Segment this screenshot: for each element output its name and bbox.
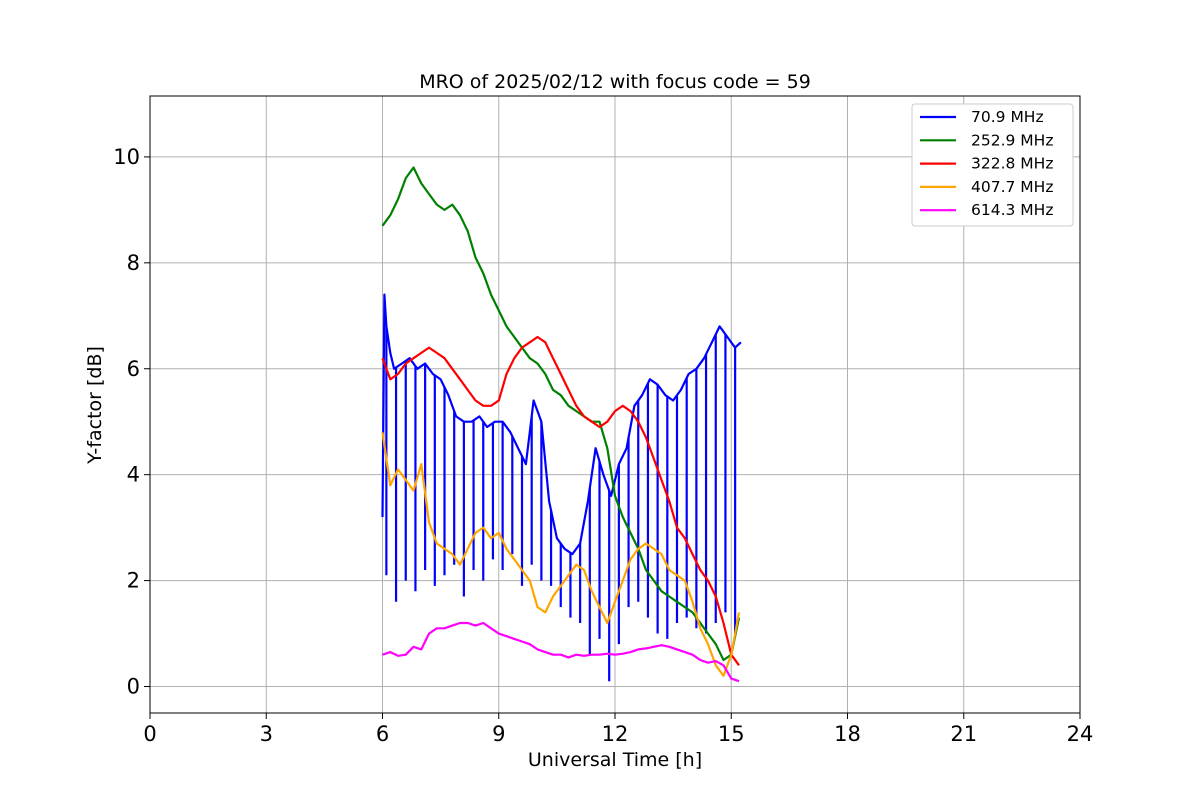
y-axis-label: Y-factor [dB] bbox=[84, 346, 106, 465]
legend-items: 70.9 MHz 252.9 MHz 322.8 MHz 407.7 MHz 614.3… bbox=[920, 108, 1053, 219]
x-tick-label: 9 bbox=[492, 722, 505, 746]
grid bbox=[149, 96, 1081, 713]
series-line bbox=[381, 293, 742, 556]
legend-label: 614.3 MHz bbox=[971, 201, 1053, 219]
legend-entry: 322.8 MHz bbox=[920, 155, 1053, 173]
legend-label: 252.9 MHz bbox=[971, 131, 1053, 149]
x-tick-label: 0 bbox=[143, 722, 156, 746]
plot-root: MRO of 2025/02/12 with focus code = 59 0… bbox=[84, 71, 1093, 771]
y-tick-label: 2 bbox=[127, 569, 140, 593]
legend-label: 322.8 MHz bbox=[971, 155, 1053, 173]
x-axis-ticks: 0 3 6 9 12 15 18 21 24 bbox=[143, 713, 1093, 746]
y-tick-label: 4 bbox=[127, 463, 140, 487]
legend-entry: 407.7 MHz bbox=[920, 178, 1053, 196]
y-tick-label: 8 bbox=[127, 251, 140, 275]
x-tick-label: 6 bbox=[376, 722, 389, 746]
legend-entry: 614.3 MHz bbox=[920, 201, 1053, 219]
chart-title: MRO of 2025/02/12 with focus code = 59 bbox=[419, 71, 811, 93]
x-tick-label: 12 bbox=[602, 722, 629, 746]
x-tick-label: 18 bbox=[834, 722, 861, 746]
x-tick-label: 21 bbox=[950, 722, 977, 746]
legend: 70.9 MHz 252.9 MHz 322.8 MHz 407.7 MHz 614.3… bbox=[911, 103, 1074, 227]
legend-label: 407.7 MHz bbox=[971, 178, 1053, 196]
x-tick-label: 3 bbox=[260, 722, 273, 746]
series-line bbox=[381, 335, 740, 666]
y-tick-label: 10 bbox=[113, 145, 140, 169]
legend-entry: 70.9 MHz bbox=[920, 108, 1044, 126]
y-tick-label: 0 bbox=[127, 675, 140, 699]
y-axis-ticks: 0 2 4 6 8 10 bbox=[113, 145, 150, 699]
legend-box bbox=[911, 103, 1074, 227]
series-lines bbox=[381, 166, 742, 683]
x-axis-label: Universal Time [h] bbox=[528, 749, 702, 771]
x-tick-label: 24 bbox=[1067, 722, 1094, 746]
series-line bbox=[381, 432, 741, 678]
series-3 bbox=[381, 432, 741, 678]
x-tick-label: 15 bbox=[718, 722, 745, 746]
legend-label: 70.9 MHz bbox=[971, 108, 1044, 126]
legend-entry: 252.9 MHz bbox=[920, 131, 1053, 149]
series-1 bbox=[381, 166, 741, 662]
series-4 bbox=[382, 621, 740, 683]
series-line bbox=[382, 621, 740, 683]
y-tick-label: 6 bbox=[127, 357, 140, 381]
series-line bbox=[381, 166, 741, 662]
series-2 bbox=[381, 335, 740, 666]
